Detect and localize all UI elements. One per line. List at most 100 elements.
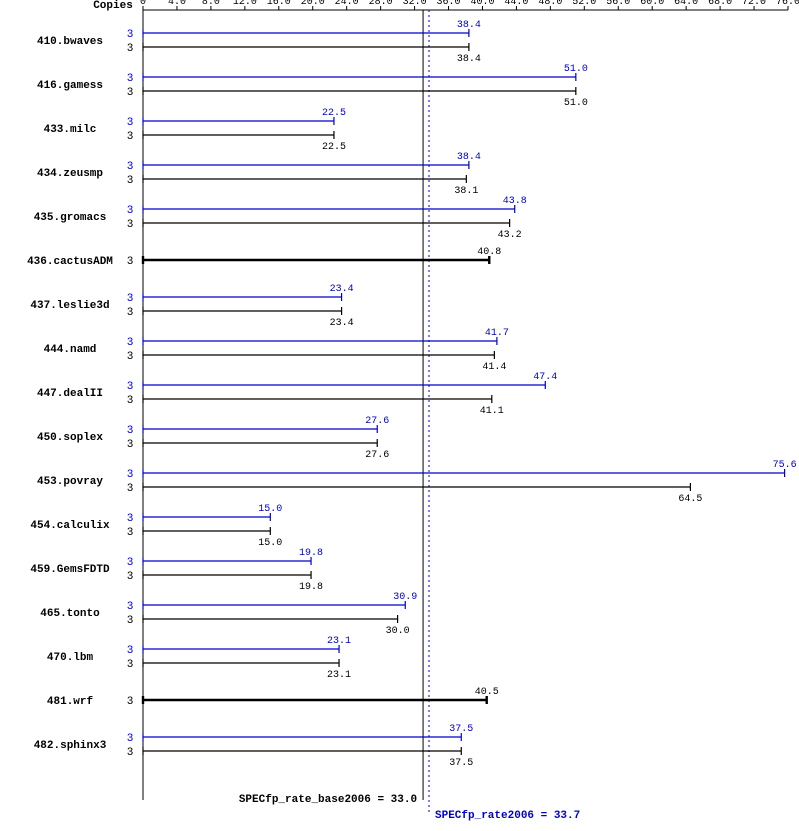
x-tick-label: 12.0 <box>233 0 257 8</box>
bar-value-peak: 27.6 <box>365 416 389 427</box>
benchmark-label: 435.gromacs <box>34 212 107 224</box>
x-tick-label: 40.0 <box>470 0 494 8</box>
copies-value-base: 3 <box>127 659 134 671</box>
bar-value-single: 40.8 <box>477 247 501 258</box>
x-tick-label: 72.0 <box>742 0 766 8</box>
copies-value-base: 3 <box>127 483 134 495</box>
bar-value-peak: 23.1 <box>327 636 351 647</box>
bar-value-base: 23.4 <box>330 318 354 329</box>
bar-value-base: 15.0 <box>258 538 282 549</box>
x-tick-label: 56.0 <box>606 0 630 8</box>
benchmark-label: 436.cactusADM <box>27 256 113 268</box>
copies-value-peak: 3 <box>127 425 134 437</box>
benchmark-label: 447.dealII <box>37 388 103 400</box>
copies-value-base: 3 <box>127 439 134 451</box>
benchmark-label: 434.zeusmp <box>37 168 103 180</box>
benchmark-label: 481.wrf <box>47 696 94 708</box>
x-tick-label: 20.0 <box>301 0 325 8</box>
bar-value-base: 38.1 <box>454 186 478 197</box>
bar-value-base: 37.5 <box>449 758 473 769</box>
benchmark-label: 465.tonto <box>40 608 100 620</box>
bar-value-peak: 75.6 <box>773 460 797 471</box>
x-tick-label: 68.0 <box>708 0 732 8</box>
copies-value-peak: 3 <box>127 293 134 305</box>
chart-background <box>0 0 799 831</box>
bar-value-single: 40.5 <box>475 687 499 698</box>
benchmark-label: 433.milc <box>44 124 97 136</box>
copies-value-base: 3 <box>127 219 134 231</box>
x-tick-label: 48.0 <box>538 0 562 8</box>
bar-value-base: 38.4 <box>457 54 481 65</box>
bar-value-peak: 22.5 <box>322 108 346 119</box>
copies-value-base: 3 <box>127 43 134 55</box>
bar-value-peak: 38.4 <box>457 20 481 31</box>
peak-reference-label: SPECfp_rate2006 = 33.7 <box>435 810 580 822</box>
copies-value-base: 3 <box>127 527 134 539</box>
x-tick-label: 52.0 <box>572 0 596 8</box>
copies-value-base: 3 <box>127 307 134 319</box>
bar-value-base: 22.5 <box>322 142 346 153</box>
benchmark-label: 459.GemsFDTD <box>30 564 110 576</box>
benchmark-label: 453.povray <box>37 476 103 488</box>
copies-value-base: 3 <box>127 615 134 627</box>
bar-value-base: 41.4 <box>482 362 506 373</box>
x-tick-label: 16.0 <box>267 0 291 8</box>
copies-value-peak: 3 <box>127 29 134 41</box>
bar-value-base: 64.5 <box>678 494 702 505</box>
base-reference-label: SPECfp_rate_base2006 = 33.0 <box>239 794 417 806</box>
copies-value-base: 3 <box>127 571 134 583</box>
copies-value-peak: 3 <box>127 733 134 745</box>
bar-value-peak: 30.9 <box>393 592 417 603</box>
bar-value-base: 27.6 <box>365 450 389 461</box>
bar-value-base: 43.2 <box>498 230 522 241</box>
bar-value-base: 23.1 <box>327 670 351 681</box>
copies-value-base: 3 <box>127 351 134 363</box>
x-tick-label: 44.0 <box>504 0 528 8</box>
bar-value-peak: 41.7 <box>485 328 509 339</box>
x-tick-label: 4.0 <box>168 0 186 8</box>
bar-value-base: 30.0 <box>386 626 410 637</box>
bar-value-peak: 19.8 <box>299 548 323 559</box>
bar-value-peak: 38.4 <box>457 152 481 163</box>
copies-value-base: 3 <box>127 87 134 99</box>
copies-value-peak: 3 <box>127 469 134 481</box>
copies-value-base: 3 <box>127 747 134 759</box>
copies-value: 3 <box>127 696 134 708</box>
copies-value-peak: 3 <box>127 73 134 85</box>
bar-value-peak: 51.0 <box>564 64 588 75</box>
copies-value: 3 <box>127 256 134 268</box>
x-tick-label: 0 <box>140 0 146 8</box>
copies-value-peak: 3 <box>127 117 134 129</box>
copies-value-peak: 3 <box>127 601 134 613</box>
x-tick-label: 76.0 <box>776 0 799 8</box>
benchmark-label: 416.gamess <box>37 80 103 92</box>
x-tick-label: 32.0 <box>403 0 427 8</box>
benchmark-label: 444.namd <box>44 344 97 356</box>
spec-rate-chart: 04.08.012.016.020.024.028.032.036.040.04… <box>0 0 799 831</box>
copies-value-peak: 3 <box>127 557 134 569</box>
bar-value-base: 51.0 <box>564 98 588 109</box>
x-tick-label: 28.0 <box>369 0 393 8</box>
bar-value-base: 19.8 <box>299 582 323 593</box>
copies-value-peak: 3 <box>127 381 134 393</box>
x-tick-label: 64.0 <box>674 0 698 8</box>
benchmark-label: 454.calculix <box>30 520 110 532</box>
copies-value-base: 3 <box>127 175 134 187</box>
benchmark-label: 450.soplex <box>37 432 103 444</box>
benchmark-label: 437.leslie3d <box>30 300 109 312</box>
bar-value-peak: 47.4 <box>533 372 557 383</box>
x-tick-label: 60.0 <box>640 0 664 8</box>
benchmark-label: 482.sphinx3 <box>34 740 107 752</box>
x-tick-label: 24.0 <box>335 0 359 8</box>
x-tick-label: 8.0 <box>202 0 220 8</box>
copies-value-base: 3 <box>127 395 134 407</box>
bar-value-peak: 43.8 <box>503 196 527 207</box>
bar-value-peak: 23.4 <box>330 284 354 295</box>
copies-value-peak: 3 <box>127 161 134 173</box>
bar-value-base: 41.1 <box>480 406 504 417</box>
copies-header: Copies <box>93 0 133 12</box>
bar-value-peak: 37.5 <box>449 724 473 735</box>
benchmark-label: 410.bwaves <box>37 36 103 48</box>
copies-value-peak: 3 <box>127 337 134 349</box>
copies-value-peak: 3 <box>127 513 134 525</box>
